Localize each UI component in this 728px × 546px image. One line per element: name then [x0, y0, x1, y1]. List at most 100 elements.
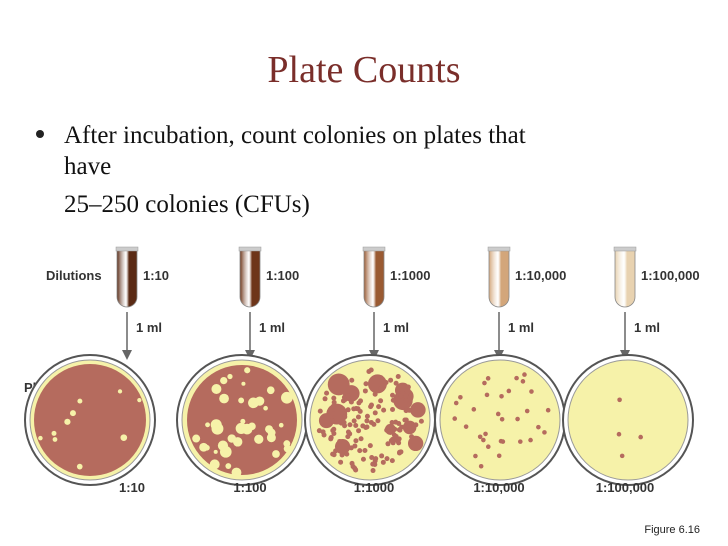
colony [412, 407, 418, 413]
colony [322, 396, 328, 402]
colony [498, 438, 504, 444]
gap [213, 449, 218, 454]
colony [345, 429, 351, 435]
transfer-volume: 1 ml [136, 320, 162, 335]
colony [545, 407, 551, 413]
colony [318, 413, 334, 429]
colony [360, 456, 366, 462]
colony [396, 436, 402, 442]
colony [331, 395, 337, 401]
colony [331, 399, 337, 405]
gap [220, 376, 228, 385]
colony [355, 414, 361, 420]
colonies [616, 397, 643, 459]
gap [205, 422, 210, 428]
colony [392, 426, 398, 432]
colony [413, 422, 419, 428]
colony [345, 407, 351, 413]
colony [349, 377, 355, 383]
gap [219, 446, 232, 458]
colony [352, 443, 358, 449]
colonies [187, 365, 297, 478]
colony [380, 459, 386, 465]
gap [76, 463, 83, 470]
colonies [316, 367, 426, 474]
colony [495, 411, 501, 417]
colony [331, 426, 337, 432]
colony [324, 390, 330, 396]
colony [376, 404, 382, 410]
colony [403, 424, 409, 430]
colony [358, 436, 364, 442]
gap [38, 435, 43, 441]
colony [390, 436, 396, 442]
test-tube [363, 249, 385, 308]
gap [225, 463, 232, 469]
colony [485, 444, 491, 450]
plate-dilution: 1:10 [119, 480, 145, 495]
gap [272, 450, 280, 458]
slide-title: Plate Counts [267, 49, 460, 91]
gap [241, 381, 246, 386]
gap [266, 386, 275, 395]
colonies [34, 364, 146, 476]
colony [499, 417, 505, 422]
colony [520, 379, 526, 384]
gap [51, 430, 57, 436]
colony [353, 438, 359, 444]
gap [254, 434, 264, 444]
gap [77, 398, 83, 404]
colony [409, 434, 415, 440]
colony [473, 453, 478, 459]
gap [204, 444, 210, 451]
plate-dilution: 1:10,000 [473, 480, 524, 495]
colony [330, 411, 336, 417]
colony [358, 398, 364, 404]
colony [528, 437, 533, 443]
colony [395, 373, 401, 379]
colony [362, 388, 368, 394]
colony [353, 405, 359, 411]
colony [378, 385, 384, 391]
colony [344, 451, 350, 457]
gap [238, 397, 245, 404]
colony [390, 392, 396, 398]
colony [347, 422, 353, 428]
colony [388, 377, 394, 383]
colony [331, 430, 337, 436]
colony [616, 431, 622, 437]
colony [397, 449, 403, 455]
colony [342, 423, 348, 429]
colony [367, 443, 373, 449]
colony [363, 381, 369, 387]
gap [227, 373, 233, 380]
colony [375, 418, 381, 424]
tube-rim [613, 246, 637, 252]
colony [369, 455, 375, 461]
colony [357, 448, 363, 454]
colony [353, 467, 359, 473]
colony [348, 399, 354, 405]
tube-dilution: 1:10,000 [515, 268, 566, 283]
colony [483, 431, 488, 437]
gap [231, 467, 242, 478]
gap [248, 397, 259, 409]
colony [381, 407, 387, 413]
colony [485, 376, 491, 381]
colony [452, 416, 458, 421]
colony [328, 436, 334, 442]
colony [329, 418, 335, 424]
colony [481, 437, 486, 443]
colony [331, 452, 337, 458]
gap [219, 393, 229, 404]
colony [379, 453, 385, 459]
colony [373, 456, 379, 462]
transfer-volume: 1 ml [508, 320, 534, 335]
tube-dilution: 1:1000 [390, 268, 430, 283]
transfer-volume: 1 ml [259, 320, 285, 335]
colony [383, 380, 389, 386]
colony [357, 408, 363, 414]
colony [542, 430, 547, 435]
colony [364, 418, 370, 424]
